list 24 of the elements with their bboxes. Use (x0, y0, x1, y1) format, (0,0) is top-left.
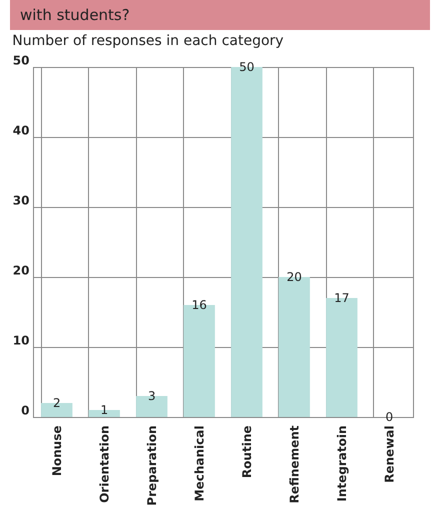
x-tick-label: Integratoin (334, 426, 349, 502)
data-label: 16 (192, 298, 207, 312)
y-tick-label: 20 (12, 264, 30, 278)
x-tick-label: Orientation (97, 426, 112, 503)
x-tick-label: Refinement (287, 425, 302, 504)
x-tick-label: Renewal (382, 426, 396, 483)
data-label: 3 (148, 389, 156, 403)
x-tick-label: Mechanical (192, 426, 206, 502)
data-label: 20 (286, 270, 302, 284)
y-tick-label: 50 (12, 54, 30, 68)
data-label: 2 (52, 396, 61, 410)
y-tick-label: 10 (12, 334, 30, 348)
x-tick-label: Nonuse (50, 426, 64, 476)
data-label: 1 (100, 403, 108, 417)
x-tick-label: Routine (240, 426, 254, 478)
chart-title: with students? (10, 0, 430, 30)
y-tick-label: 40 (12, 124, 30, 138)
data-label: 0 (385, 410, 394, 424)
data-label: 50 (239, 60, 254, 74)
data-label: 17 (334, 291, 350, 305)
y-tick-label: 0 (21, 404, 30, 418)
x-tick-label: Preparation (144, 426, 159, 506)
y-tick-label: 30 (12, 194, 30, 208)
chart-subtitle: Number of responses in each category (12, 33, 284, 49)
